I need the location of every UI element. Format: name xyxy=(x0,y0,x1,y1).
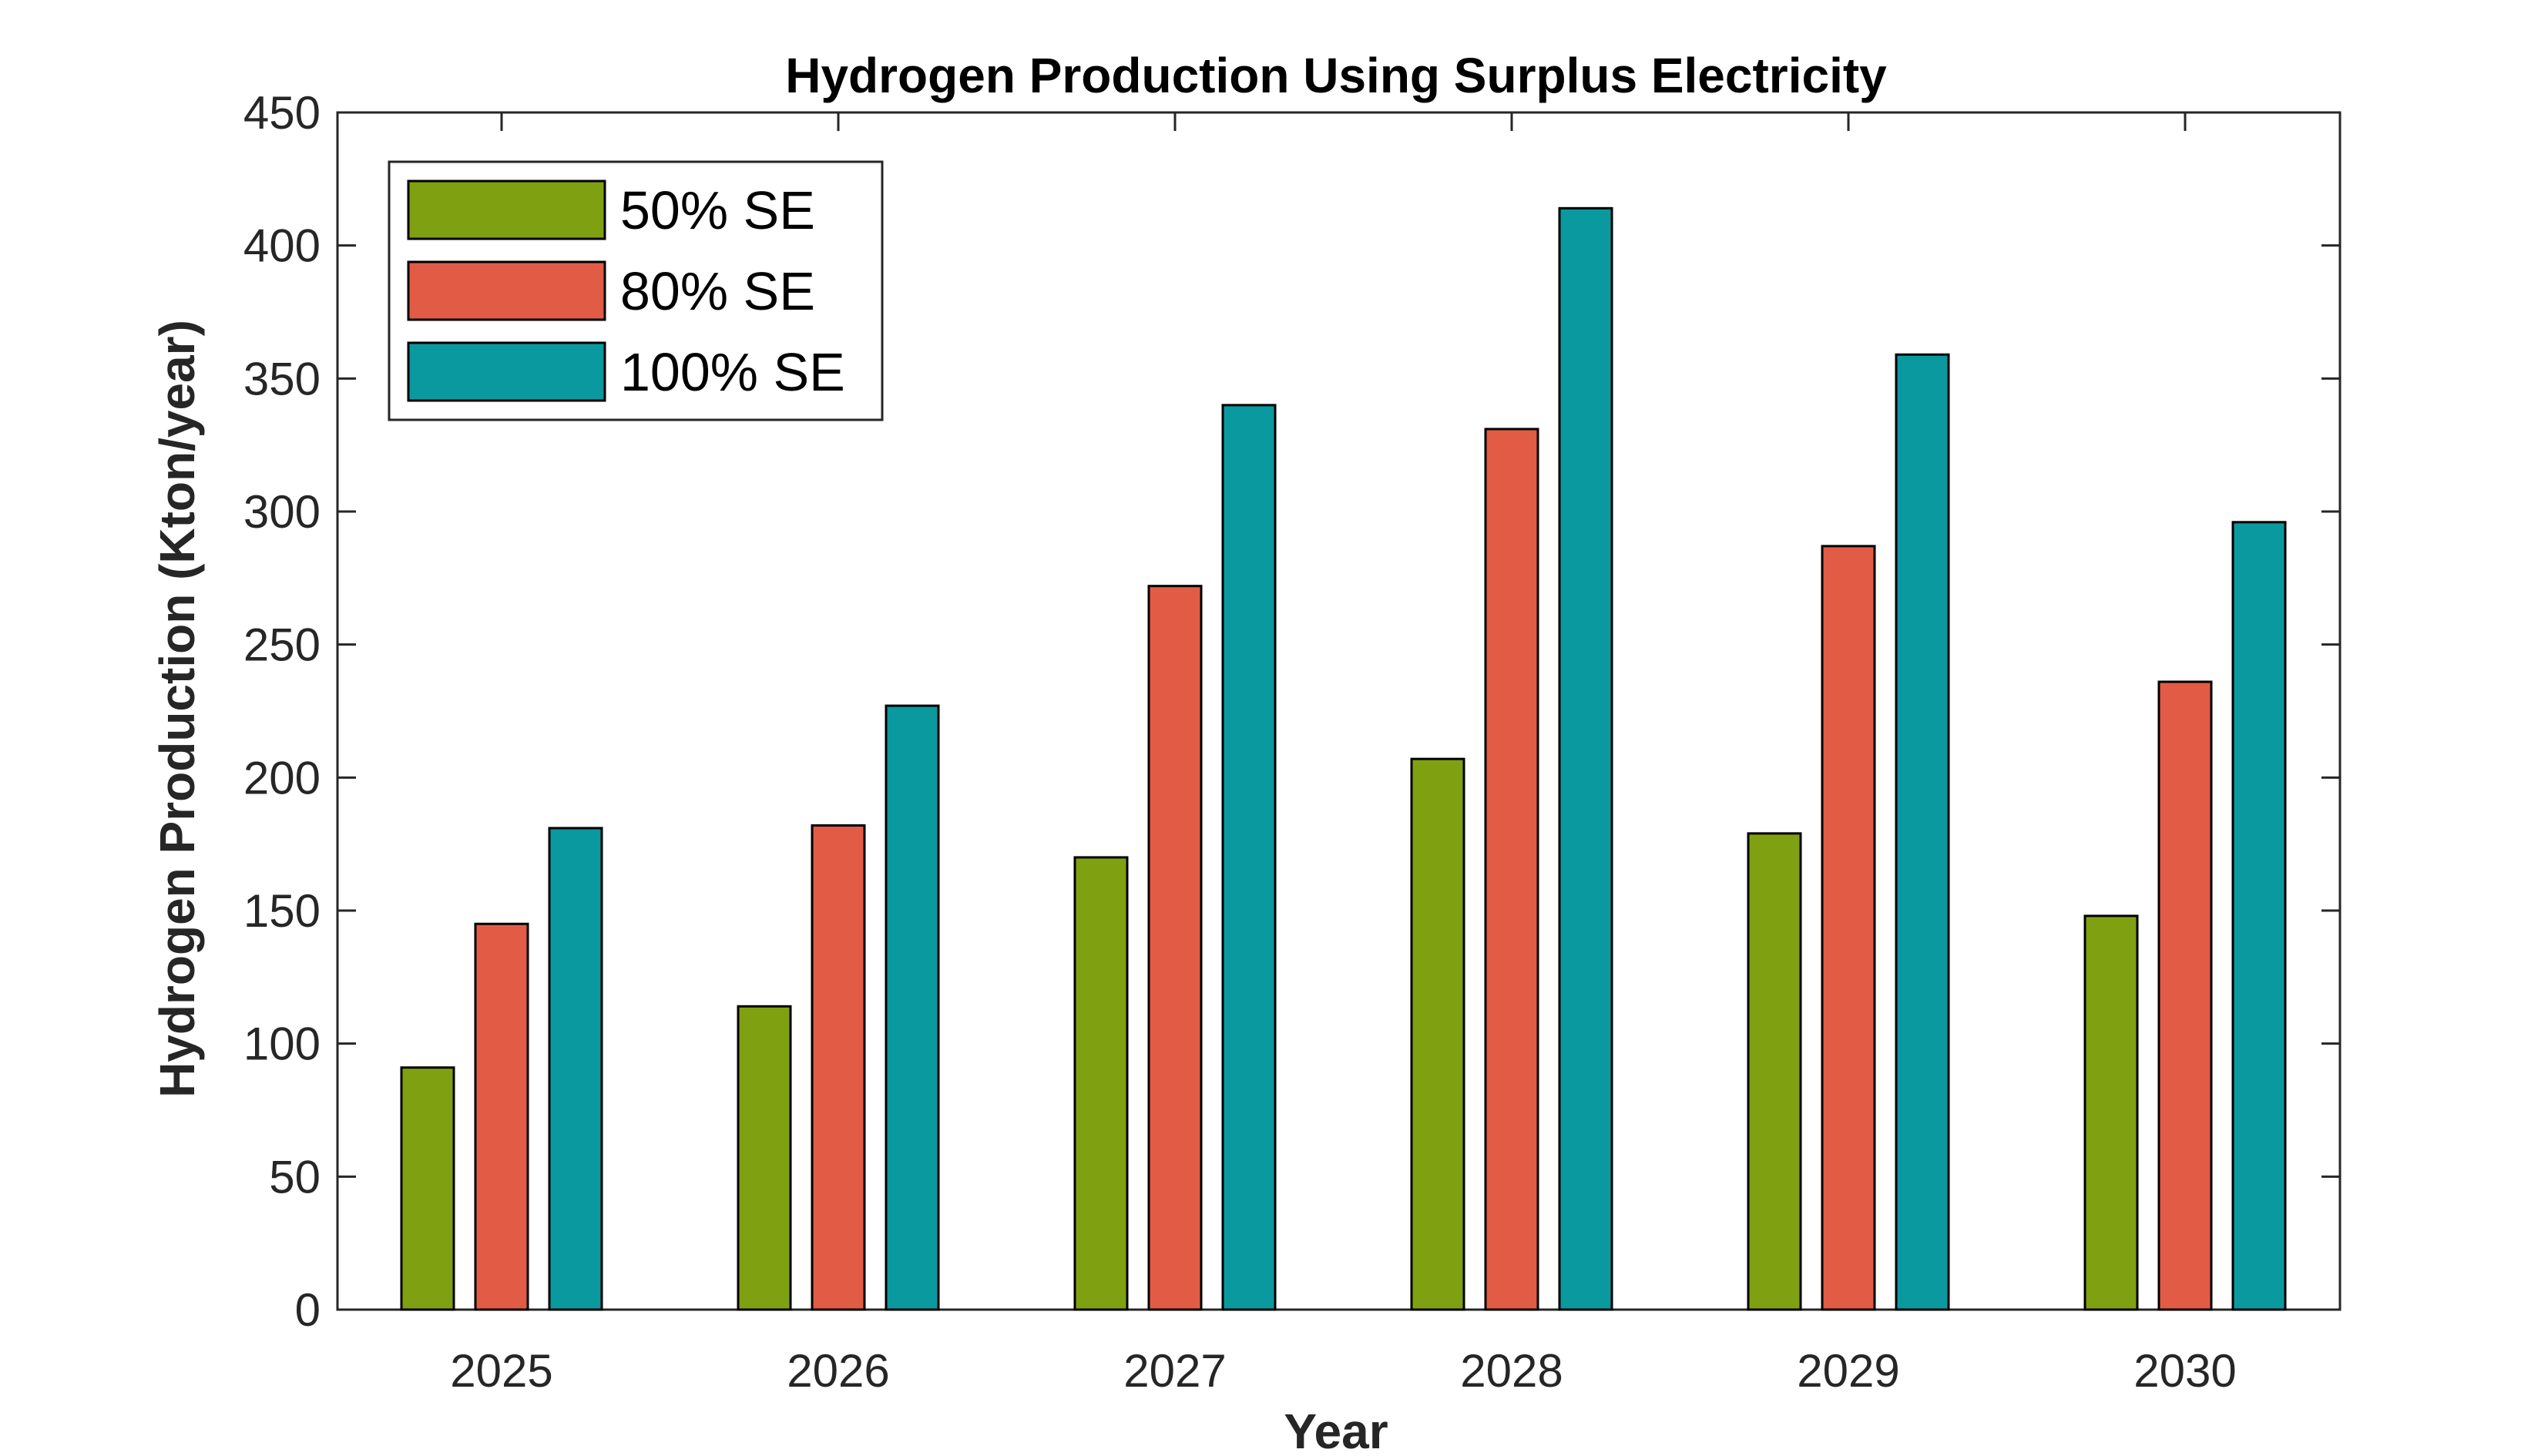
bar-80-se-2027 xyxy=(1147,585,1203,1311)
legend-swatch xyxy=(407,341,606,402)
bar-100-se-2028 xyxy=(1558,206,1613,1311)
bar-100-se-2029 xyxy=(1895,353,1950,1311)
x-axis-title: Year xyxy=(1284,1404,1388,1456)
legend-label: 50% SE xyxy=(620,180,815,240)
bar-100-se-2026 xyxy=(885,704,940,1311)
y-tick-label: 200 xyxy=(243,752,321,803)
axes-box xyxy=(336,111,2342,1311)
bar-50-se-2030 xyxy=(2083,914,2139,1311)
plot-area: 0 50 100 150 200 250 300 350 400 450 2025 2026 2027 2… xyxy=(243,87,2342,1397)
legend-label: 80% SE xyxy=(620,261,815,321)
y-tick-label: 0 xyxy=(295,1284,321,1336)
bar-50-se-2027 xyxy=(1073,856,1129,1311)
bar-80-se-2030 xyxy=(2157,680,2213,1311)
y-tick-label: 300 xyxy=(243,486,321,538)
bar-100-se-2030 xyxy=(2231,521,2287,1311)
bar-100-se-2027 xyxy=(1221,404,1277,1311)
y-tick-label: 150 xyxy=(243,885,321,937)
bar-50-se-2025 xyxy=(400,1066,455,1311)
y-tick-label: 400 xyxy=(243,220,321,272)
bar-80-se-2026 xyxy=(811,824,866,1311)
x-tick-label: 2029 xyxy=(1797,1345,1899,1397)
legend-label: 100% SE xyxy=(620,342,845,402)
bar-80-se-2025 xyxy=(474,922,529,1311)
legend-swatch xyxy=(407,179,606,240)
y-tick-label: 100 xyxy=(243,1018,321,1070)
y-tick-label: 250 xyxy=(243,619,321,671)
bar-80-se-2029 xyxy=(1821,545,1876,1311)
x-tick-label: 2025 xyxy=(450,1345,552,1397)
bar-80-se-2028 xyxy=(1484,428,1539,1311)
y-tick-label: 50 xyxy=(269,1151,321,1203)
y-tick-label: 450 xyxy=(243,87,321,139)
x-tick-label: 2030 xyxy=(2133,1345,2236,1397)
bar-50-se-2028 xyxy=(1410,757,1465,1311)
y-axis-title: Hydrogen Production (Kton/year) xyxy=(149,320,205,1098)
bar-100-se-2025 xyxy=(548,827,603,1311)
bar-50-se-2026 xyxy=(737,1005,792,1311)
x-tick-label: 2027 xyxy=(1123,1345,1226,1397)
chart-title: Hydrogen Production Using Surplus Electr… xyxy=(785,48,1887,103)
y-tick-label: 350 xyxy=(243,353,321,404)
x-tick-label: 2026 xyxy=(787,1345,889,1397)
x-tick-label: 2028 xyxy=(1460,1345,1563,1397)
legend-swatch xyxy=(407,260,606,321)
bar-50-se-2029 xyxy=(1747,832,1802,1311)
